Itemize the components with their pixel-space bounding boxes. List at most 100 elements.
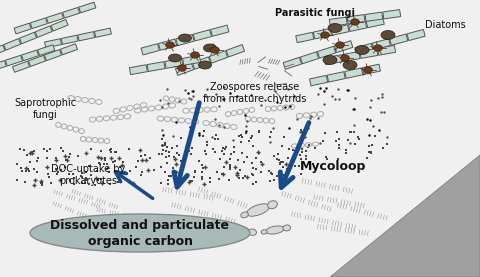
Point xyxy=(19,169,26,173)
Ellipse shape xyxy=(191,52,199,58)
Point xyxy=(336,136,343,141)
Point xyxy=(137,154,145,158)
Point xyxy=(111,158,119,163)
Point xyxy=(84,182,92,186)
Point xyxy=(222,147,229,152)
Point xyxy=(324,156,331,161)
Ellipse shape xyxy=(178,65,186,71)
Point xyxy=(191,169,199,174)
Bar xyxy=(51,19,68,31)
Point xyxy=(298,149,305,154)
Ellipse shape xyxy=(168,54,181,62)
Point xyxy=(22,169,30,173)
Bar xyxy=(407,29,425,41)
Bar xyxy=(38,45,55,55)
Bar xyxy=(317,46,336,58)
Point xyxy=(239,135,246,139)
Point xyxy=(277,160,285,164)
Point xyxy=(346,130,354,134)
Point xyxy=(107,149,115,154)
Point xyxy=(276,161,284,165)
Point xyxy=(368,143,376,148)
Bar xyxy=(165,58,183,68)
Point xyxy=(26,160,34,164)
Point xyxy=(227,163,234,167)
Point xyxy=(199,166,207,170)
Point xyxy=(62,158,70,162)
Ellipse shape xyxy=(211,47,219,53)
Point xyxy=(164,178,172,182)
Point xyxy=(191,175,198,179)
Point xyxy=(226,164,234,169)
Point xyxy=(297,128,305,132)
Bar xyxy=(226,45,244,57)
Point xyxy=(248,172,255,176)
Point xyxy=(137,173,145,178)
Point xyxy=(166,174,173,179)
Point xyxy=(344,138,351,142)
Bar xyxy=(209,51,228,63)
Point xyxy=(173,144,180,148)
Point xyxy=(24,167,32,171)
Point xyxy=(188,179,195,183)
Point xyxy=(157,181,165,186)
Point xyxy=(198,163,206,167)
Point xyxy=(186,179,193,183)
Ellipse shape xyxy=(166,42,174,48)
Point xyxy=(227,152,235,156)
Bar xyxy=(5,55,23,66)
Ellipse shape xyxy=(266,226,284,234)
Point xyxy=(265,168,273,173)
Text: Saprotrophic
fungi: Saprotrophic fungi xyxy=(14,98,76,120)
Point xyxy=(279,160,287,164)
Point xyxy=(156,152,163,156)
Point xyxy=(226,157,234,162)
Point xyxy=(355,135,362,139)
Point xyxy=(189,146,196,150)
Ellipse shape xyxy=(341,55,349,61)
Point xyxy=(273,174,280,178)
Point xyxy=(170,155,178,160)
Point xyxy=(38,181,46,185)
Bar xyxy=(372,39,390,50)
Polygon shape xyxy=(330,155,480,277)
Point xyxy=(111,150,119,155)
Point xyxy=(33,170,41,174)
Ellipse shape xyxy=(343,60,357,70)
Bar xyxy=(335,41,353,53)
Ellipse shape xyxy=(283,225,290,231)
Point xyxy=(175,152,182,157)
Point xyxy=(69,171,77,176)
Point xyxy=(279,165,287,169)
Bar xyxy=(362,64,381,75)
Point xyxy=(348,129,355,134)
Bar xyxy=(182,55,201,65)
Point xyxy=(101,156,108,161)
Point xyxy=(245,139,252,143)
Point xyxy=(203,140,211,144)
Point xyxy=(302,157,310,161)
Point xyxy=(241,174,249,178)
Point xyxy=(275,152,282,156)
Point xyxy=(299,147,306,151)
Ellipse shape xyxy=(321,32,329,38)
Bar xyxy=(331,25,349,35)
Bar xyxy=(61,35,78,44)
Point xyxy=(117,165,124,170)
Point xyxy=(17,166,25,171)
Ellipse shape xyxy=(328,24,342,32)
Point xyxy=(165,181,172,186)
Point xyxy=(181,151,189,155)
Point xyxy=(230,149,238,154)
Point xyxy=(91,183,99,187)
Point xyxy=(383,142,391,146)
Point xyxy=(273,157,281,161)
Ellipse shape xyxy=(241,212,248,218)
Point xyxy=(225,178,233,182)
Bar xyxy=(22,50,38,61)
Point xyxy=(213,170,221,174)
Point xyxy=(220,152,228,156)
Point xyxy=(178,136,185,141)
Point xyxy=(333,138,340,143)
Point xyxy=(252,179,259,184)
